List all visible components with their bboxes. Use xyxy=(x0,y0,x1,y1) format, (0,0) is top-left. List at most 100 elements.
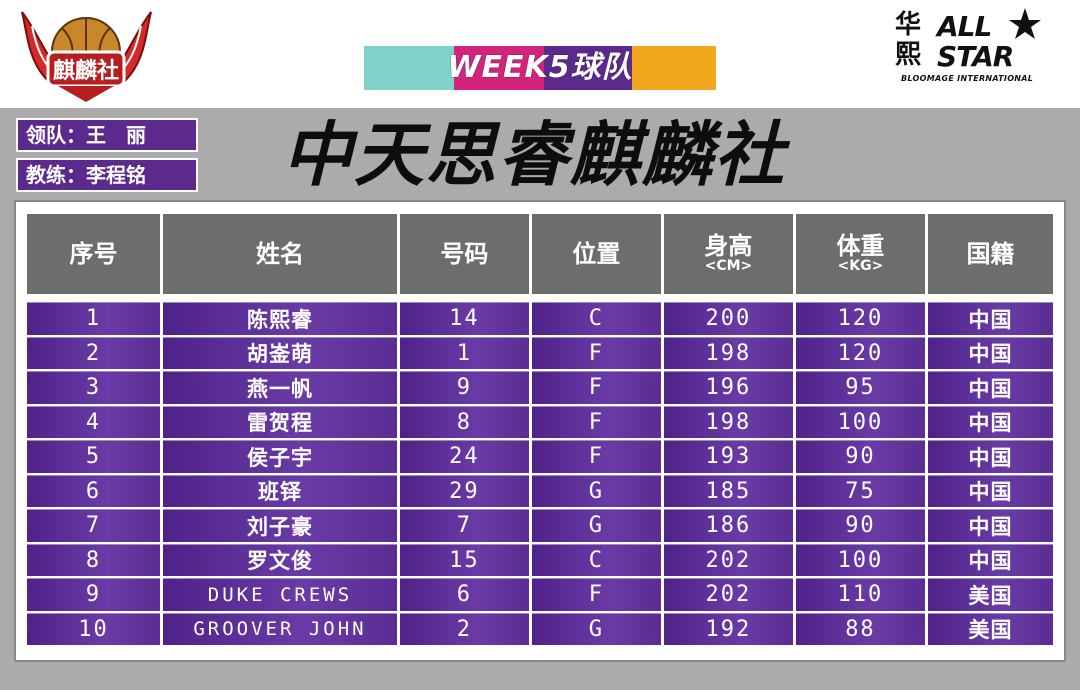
cell-height: 196 xyxy=(663,371,793,404)
table-row: 8 罗文俊 15 C 202 100 中国 xyxy=(27,543,1053,576)
cell-number: 15 xyxy=(399,543,529,576)
table-row: 7 刘子豪 7 G 186 90 中国 xyxy=(27,509,1053,542)
star-icon xyxy=(1009,8,1041,39)
table-row: 1 陈熙睿 14 C 200 120 中国 xyxy=(27,302,1053,335)
cell-weight: 90 xyxy=(795,440,925,473)
allstar-logo: 华熙 ALL STAR BLOOMAGE INTERNATIONAL xyxy=(895,6,1045,92)
banner-segment-purple xyxy=(544,46,632,90)
cell-position: F xyxy=(531,440,661,473)
cell-weight: 120 xyxy=(795,302,925,335)
cell-nationality: 中国 xyxy=(927,509,1053,542)
cell-index: 9 xyxy=(27,578,161,611)
cell-number: 14 xyxy=(399,302,529,335)
cell-index: 6 xyxy=(27,474,161,507)
cell-position: F xyxy=(531,405,661,438)
week-banner-label: WEEK5球队 xyxy=(447,50,633,85)
cell-position: G xyxy=(531,612,661,645)
cell-nationality: 中国 xyxy=(927,543,1053,576)
allstar-logo-sub: BLOOMAGE INTERNATIONAL xyxy=(901,74,1034,83)
cell-height: 185 xyxy=(663,474,793,507)
roster-table: 序号 姓名 号码 位置 身高 <CM> 体重 <KG> 国籍 1 陈熙睿 14 C 200 1… xyxy=(24,212,1056,647)
cell-nationality: 中国 xyxy=(927,474,1053,507)
cell-index: 2 xyxy=(27,336,161,369)
banner-segment-magenta xyxy=(454,46,544,90)
cell-nationality: 中国 xyxy=(927,336,1053,369)
allstar-logo-en: ALL STAR xyxy=(937,10,1014,73)
cell-number: 8 xyxy=(399,405,529,438)
cell-name: GROOVER JOHN xyxy=(163,612,397,645)
cell-weight: 88 xyxy=(795,612,925,645)
cell-index: 5 xyxy=(27,440,161,473)
banner-segment-teal xyxy=(364,46,454,90)
table-row: 2 胡崟萌 1 F 198 120 中国 xyxy=(27,336,1053,369)
cell-position: G xyxy=(531,474,661,507)
cell-height: 186 xyxy=(663,509,793,542)
cell-weight: 110 xyxy=(795,578,925,611)
cell-nationality: 中国 xyxy=(927,405,1053,438)
cell-index: 7 xyxy=(27,509,161,542)
cell-number: 1 xyxy=(399,336,529,369)
cell-position: F xyxy=(531,578,661,611)
banner-segment-orange xyxy=(632,46,716,90)
header-height-unit: <CM> xyxy=(704,258,753,274)
cell-nationality: 中国 xyxy=(927,371,1053,404)
cell-number: 24 xyxy=(399,440,529,473)
week-banner xyxy=(364,46,716,90)
team-leader: 领队：王 丽 xyxy=(16,118,198,152)
qilin-club-logo: 麒麟社 xyxy=(21,11,152,102)
cell-weight: 100 xyxy=(795,405,925,438)
cell-index: 1 xyxy=(27,302,161,335)
club-logo-text: 麒麟社 xyxy=(53,58,119,84)
cell-name: 陈熙睿 xyxy=(163,302,397,335)
cell-name: 雷贺程 xyxy=(163,405,397,438)
cell-index: 8 xyxy=(27,543,161,576)
cell-name: 班铎 xyxy=(163,474,397,507)
cell-weight: 95 xyxy=(795,371,925,404)
cell-height: 202 xyxy=(663,543,793,576)
header-name: 姓名 xyxy=(163,214,397,294)
team-name: 中天思睿麒麟社 xyxy=(282,114,786,196)
cell-height: 193 xyxy=(663,440,793,473)
cell-position: C xyxy=(531,543,661,576)
cell-number: 7 xyxy=(399,509,529,542)
cell-name: 刘子豪 xyxy=(163,509,397,542)
cell-index: 10 xyxy=(27,612,161,645)
cell-position: F xyxy=(531,371,661,404)
header-weight-unit: <KG> xyxy=(837,258,884,274)
cell-nationality: 美国 xyxy=(927,578,1053,611)
cell-number: 2 xyxy=(399,612,529,645)
table-row: 6 班铎 29 G 185 75 中国 xyxy=(27,474,1053,507)
cell-weight: 75 xyxy=(795,474,925,507)
table-row: 3 燕一帆 9 F 196 95 中国 xyxy=(27,371,1053,404)
roster-header-row: 序号 姓名 号码 位置 身高 <CM> 体重 <KG> 国籍 xyxy=(27,214,1053,294)
header-index: 序号 xyxy=(27,214,161,294)
cell-index: 3 xyxy=(27,371,161,404)
table-row: 10 GROOVER JOHN 2 G 192 88 美国 xyxy=(27,612,1053,645)
cell-nationality: 中国 xyxy=(927,302,1053,335)
cell-height: 200 xyxy=(663,302,793,335)
cell-weight: 90 xyxy=(795,509,925,542)
header-position: 位置 xyxy=(531,214,661,294)
cell-name: 燕一帆 xyxy=(163,371,397,404)
cell-height: 202 xyxy=(663,578,793,611)
cell-weight: 100 xyxy=(795,543,925,576)
cell-index: 4 xyxy=(27,405,161,438)
cell-height: 198 xyxy=(663,405,793,438)
cell-name: 侯子宇 xyxy=(163,440,397,473)
cell-height: 192 xyxy=(663,612,793,645)
cell-name: DUKE CREWS xyxy=(163,578,397,611)
cell-name: 胡崟萌 xyxy=(163,336,397,369)
cell-nationality: 美国 xyxy=(927,612,1053,645)
cell-height: 198 xyxy=(663,336,793,369)
header-nationality: 国籍 xyxy=(927,214,1053,294)
team-coach: 教练：李程铭 xyxy=(16,158,198,192)
cell-position: F xyxy=(531,336,661,369)
cell-nationality: 中国 xyxy=(927,440,1053,473)
header-number: 号码 xyxy=(399,214,529,294)
cell-number: 9 xyxy=(399,371,529,404)
cell-name: 罗文俊 xyxy=(163,543,397,576)
header-height: 身高 <CM> xyxy=(663,214,793,294)
allstar-logo-cn: 华熙 xyxy=(895,10,922,70)
cell-position: G xyxy=(531,509,661,542)
